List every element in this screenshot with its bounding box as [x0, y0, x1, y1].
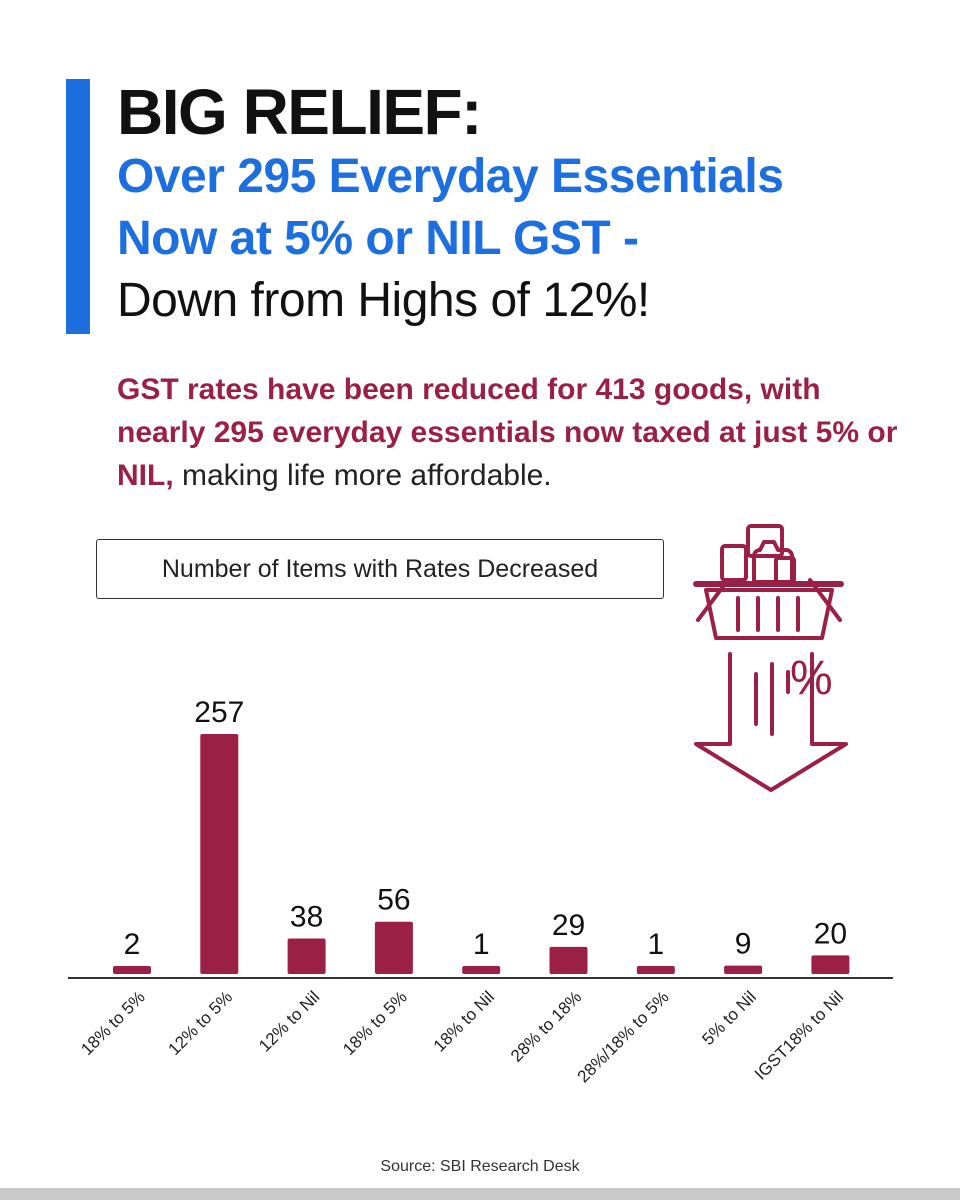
bar-value-label: 257 [194, 696, 244, 729]
basket-slats-icon [736, 596, 800, 632]
x-tick-label: 18% to 5% [339, 987, 411, 1059]
chart-title: Number of Items with Rates Decreased [96, 539, 664, 599]
summary-text: GST rates have been reduced for 413 good… [117, 368, 917, 497]
x-tick-label: 28%/18% to 5% [574, 987, 673, 1086]
bar-value-label: 1 [647, 928, 664, 961]
bar-value-label: 29 [552, 909, 585, 942]
x-tick-label: 12% to 5% [165, 987, 237, 1059]
bar-4 [462, 966, 501, 974]
bar-2 [287, 938, 326, 974]
headline-accent-bar [66, 79, 90, 334]
bar-value-label: 38 [290, 901, 323, 934]
headline-subline: Down from Highs of 12%! [117, 274, 650, 327]
bar-6 [636, 966, 675, 974]
source-note: Source: SBI Research Desk [380, 1158, 580, 1175]
bar-value-label: 20 [814, 917, 847, 950]
down-arrow-icon [694, 652, 848, 792]
headline-essentials-line: Over 295 Everyday Essentials [117, 150, 784, 203]
bar-0 [113, 966, 151, 974]
summary-emphasis: GST rates have been reduced for 413 good… [117, 373, 898, 492]
bar-chart: 2 18% to 5% 257 12% to 5% 38 12% to Nil 56 18% … [68, 696, 893, 1086]
speed-lines-icon [754, 670, 790, 726]
x-tick-label: IGST18% to Nil [751, 987, 847, 1083]
bottom-strip [0, 1188, 960, 1200]
bar-value-label: 56 [377, 884, 410, 917]
x-tick-label: 18% to 5% [77, 987, 149, 1059]
grocery-bottle-icon [752, 540, 794, 584]
x-tick-label: 18% to Nil [430, 987, 498, 1055]
x-tick-label: 28% to 18% [507, 987, 585, 1065]
bar-3 [374, 921, 413, 974]
bar-8 [811, 955, 850, 974]
bar-1 [200, 734, 239, 974]
bar-5 [549, 946, 588, 974]
bars-layer: 2 18% to 5% 257 12% to 5% 38 12% to Nil 56 18% … [77, 696, 850, 1086]
grocery-box-icon [746, 524, 784, 558]
percent-icon: % [790, 652, 833, 705]
bar-7 [724, 965, 763, 974]
bar-value-label: 9 [735, 928, 752, 961]
x-tick-label: 5% to Nil [698, 987, 760, 1049]
x-tick-label: 12% to Nil [255, 987, 323, 1055]
bar-value-label: 1 [473, 928, 490, 961]
basket-body-icon [704, 588, 834, 640]
summary-plain: making life more affordable. [173, 459, 552, 492]
headline: BIG RELIEF: Over 295 Everyday Essentials… [117, 78, 937, 332]
basket-handles-icon [696, 578, 842, 622]
headline-gst-line: Now at 5% or NIL GST - [117, 212, 639, 265]
headline-big-relief: BIG RELIEF: [117, 76, 482, 148]
shopping-basket-down-arrow-icon: % [693, 524, 848, 792]
grocery-carton-icon [720, 544, 748, 582]
bar-value-label: 2 [124, 928, 141, 961]
